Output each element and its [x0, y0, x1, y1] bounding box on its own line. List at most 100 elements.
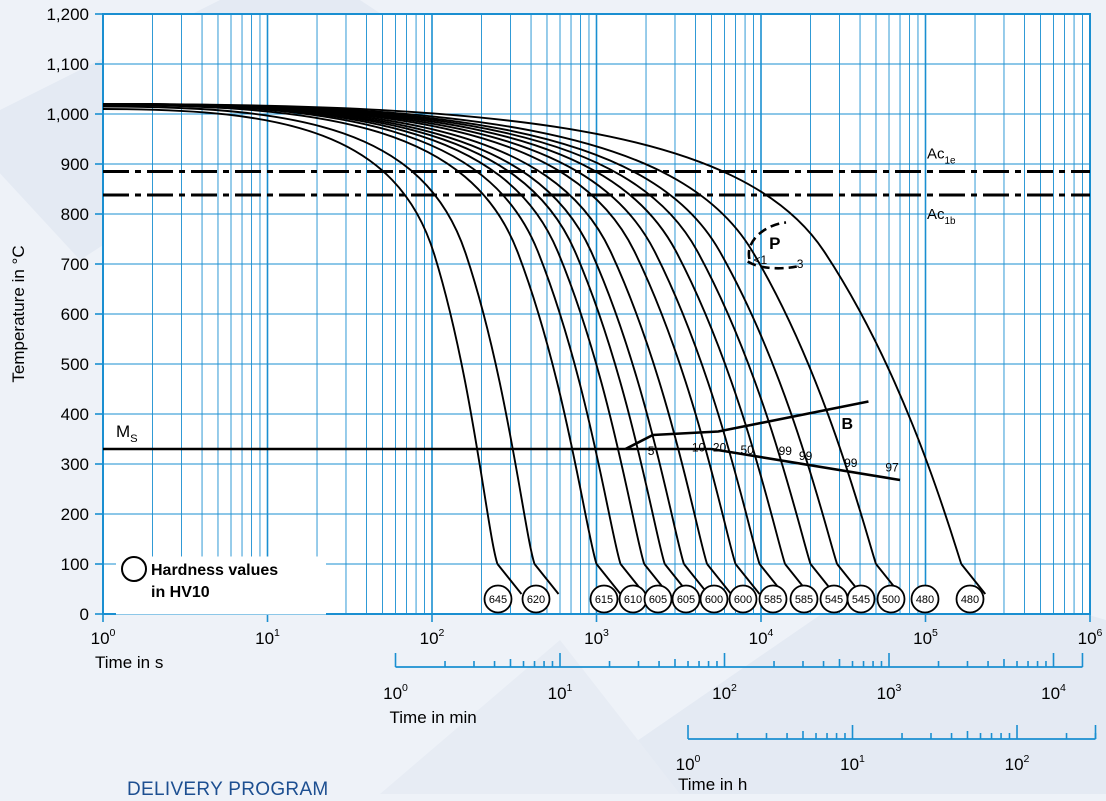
hardness-circle — [483, 584, 513, 614]
bainite-finish-line — [711, 447, 901, 482]
annotation-pct: 97 — [885, 461, 899, 475]
cooling-curve — [102, 104, 598, 565]
cooling-curve-tail — [960, 563, 987, 595]
hardness-circle — [846, 584, 876, 614]
cooling-curve — [102, 103, 877, 565]
annotation-pct: <1 — [753, 253, 767, 267]
hardness-circle — [728, 584, 758, 614]
x-tick-label: 102 — [420, 627, 445, 648]
hardness-value: 585 — [764, 594, 782, 606]
annotation-pct: 99 — [799, 449, 813, 463]
hardness-circle — [671, 584, 701, 614]
hardness-value: 545 — [825, 594, 843, 606]
hardness-circle — [643, 584, 673, 614]
hardness-value: 600 — [705, 594, 723, 606]
hardness-value: 585 — [795, 594, 813, 606]
min-tick-label: 103 — [877, 682, 902, 703]
min-tick-label: 104 — [1041, 682, 1066, 703]
h-tick-label: 100 — [676, 753, 701, 774]
hardness-value: 605 — [677, 594, 695, 606]
legend-line1: Hardness values — [151, 562, 278, 579]
cooling-curve-tail — [533, 563, 560, 595]
min-axis-title: Time in min — [390, 708, 477, 727]
label-p-region: P — [769, 234, 780, 253]
hardness-circle — [955, 584, 985, 614]
hardness-markers: 645 620 615 610 605 605 600 600 585 585 545 545 500 4… — [116, 556, 985, 615]
hardness-value: 600 — [734, 594, 752, 606]
legend-circle-icon — [121, 556, 147, 582]
h-tick-label: 102 — [1005, 753, 1030, 774]
x-tick-label: 104 — [749, 627, 774, 648]
footer-delivery-program: DELIVERY PROGRAM — [127, 779, 329, 800]
x-tick-label: 106 — [1078, 627, 1103, 648]
annotation-pct: 50 — [740, 443, 754, 457]
annotation-pct: 3 — [797, 257, 804, 271]
cooling-curve-tail — [706, 563, 732, 595]
cooling-curves — [102, 103, 987, 595]
y-tick-label: 0 — [80, 605, 89, 624]
hardness-value: 545 — [852, 594, 870, 606]
pearlite-start-line — [747, 221, 787, 260]
annotation-pct: 99 — [779, 444, 793, 458]
hardness-circle — [876, 584, 906, 614]
y-tick-label: 100 — [61, 555, 89, 574]
x-tick-label: 100 — [91, 627, 116, 648]
hardness-value: 480 — [961, 594, 979, 606]
x-tick-label: 105 — [913, 627, 938, 648]
x-tick-label: 103 — [584, 627, 609, 648]
y-tick-label: 500 — [61, 355, 89, 374]
label-ac1b: Ac1b — [927, 206, 956, 227]
hardness-circle — [910, 584, 940, 614]
y-tick-label: 1,000 — [46, 105, 89, 124]
label-b-region: B — [841, 416, 853, 433]
axis-labels: 01002003004005006007008009001,0001,1001,… — [9, 5, 1103, 794]
hardness-circle — [789, 584, 819, 614]
legend-box — [116, 556, 326, 615]
x-tick-label: 101 — [255, 627, 280, 648]
y-tick-label: 200 — [61, 505, 89, 524]
annotation-pct: 10 — [692, 441, 706, 455]
hardness-value: 615 — [595, 594, 613, 606]
hardness-value: 500 — [882, 594, 900, 606]
hardness-value: 480 — [916, 594, 934, 606]
annotation-pct: 99 — [844, 456, 858, 470]
y-tick-label: 900 — [61, 155, 89, 174]
bainite-start-line — [624, 400, 869, 451]
label-ac1e: Ac1e — [927, 146, 956, 167]
min-tick-label: 101 — [548, 682, 573, 703]
y-tick-label: 700 — [61, 255, 89, 274]
hardness-circle — [521, 584, 551, 614]
y-axis-title: Temperature in °C — [9, 245, 28, 382]
hardness-circle — [699, 584, 729, 614]
annotation-pct: 20 — [713, 441, 727, 455]
cooling-curve — [102, 105, 536, 565]
y-tick-label: 300 — [61, 455, 89, 474]
hardness-circle — [758, 584, 788, 614]
cooling-curve — [102, 103, 963, 565]
x-axis-title: Time in s — [95, 653, 163, 672]
annotation-pct: 5 — [648, 444, 655, 458]
hardness-value: 620 — [527, 594, 545, 606]
hardness-value: 610 — [624, 594, 642, 606]
min-tick-label: 102 — [712, 682, 737, 703]
cooling-curve — [102, 108, 499, 565]
label-ms: MS — [116, 422, 138, 445]
min-tick-label: 100 — [383, 682, 408, 703]
h-axis-title: Time in h — [678, 775, 747, 794]
hardness-value: 605 — [649, 594, 667, 606]
y-tick-label: 400 — [61, 405, 89, 424]
h-tick-label: 101 — [840, 753, 865, 774]
y-tick-label: 1,100 — [46, 55, 89, 74]
legend-line2: in HV10 — [151, 584, 210, 601]
pearlite-finish-line — [746, 260, 798, 270]
cooling-curve-tail — [595, 563, 622, 595]
cooling-curve-tail — [496, 563, 523, 595]
transformation-lines: Ac1e Ac1b MS B P<1 3 5 10 20 50 99 99 99 97 — [103, 146, 1090, 482]
hardness-value: 645 — [489, 594, 507, 606]
cooling-curve-tail — [734, 563, 761, 595]
hardness-circle — [589, 584, 619, 614]
y-tick-label: 600 — [61, 305, 89, 324]
y-tick-label: 800 — [61, 205, 89, 224]
y-tick-label: 1,200 — [46, 5, 89, 24]
